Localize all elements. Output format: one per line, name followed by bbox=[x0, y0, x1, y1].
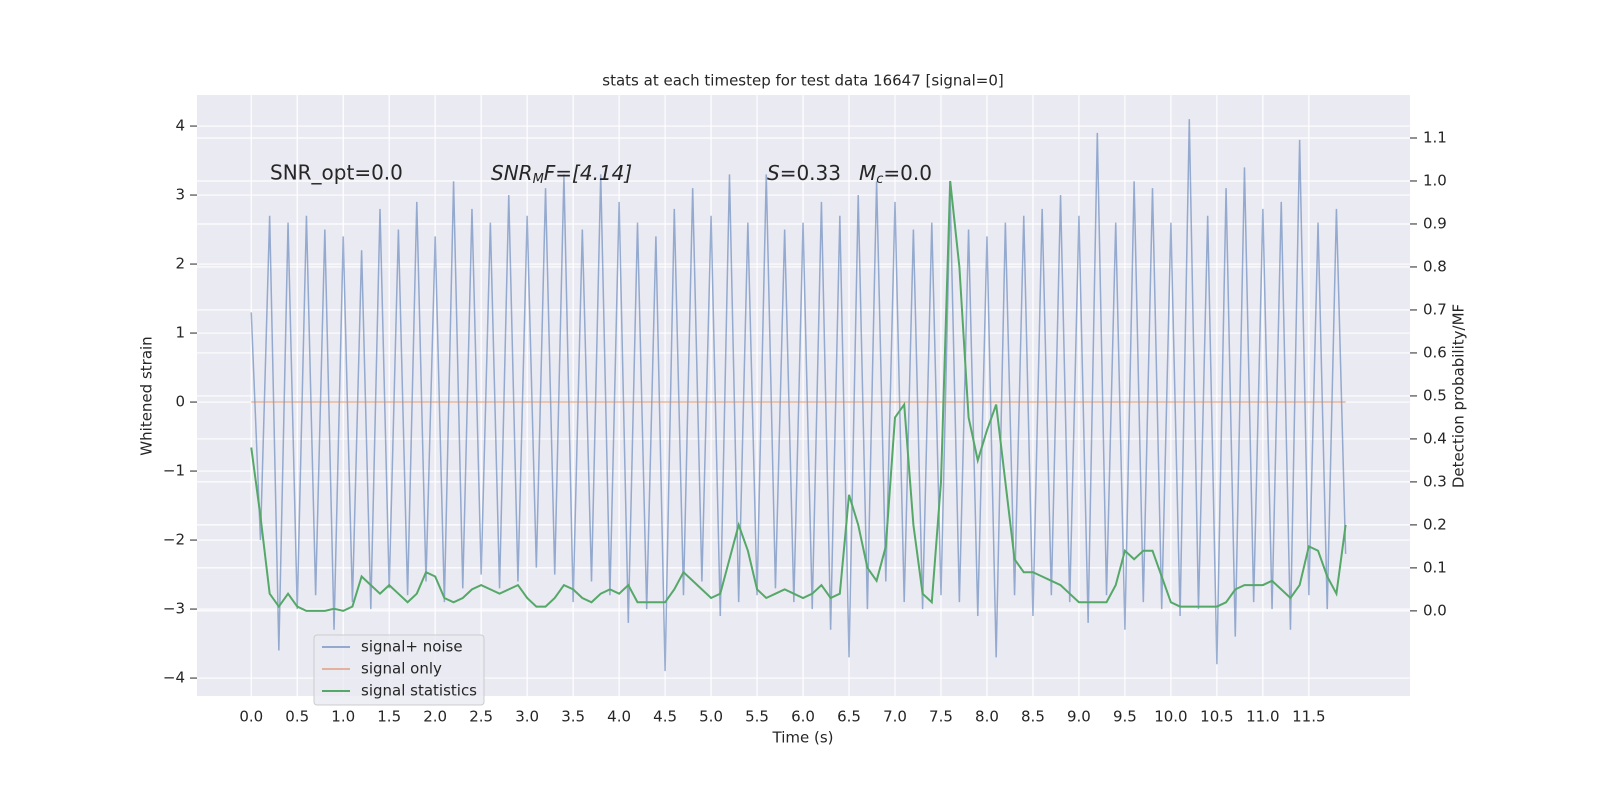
x-tick-label: 1.0 bbox=[331, 708, 355, 726]
x-tick-label: 8.5 bbox=[1021, 708, 1045, 726]
x-tick-label: 11.0 bbox=[1246, 708, 1279, 726]
y2-tick-label: 1.1 bbox=[1423, 128, 1447, 146]
y-tick-label: 0 bbox=[175, 393, 185, 411]
y2-tick-label: 0.7 bbox=[1423, 300, 1447, 318]
annotation: S=0.33 bbox=[767, 161, 841, 185]
x-tick-label: 0.0 bbox=[239, 708, 263, 726]
ticks: 0.0 0.5 1.0 1.5 2.0 2.5 3.0 3.5 4.0 4.5 5.0 5.5 6.0 6… bbox=[163, 117, 1447, 726]
y2-axis-label: Detection probability/MF bbox=[1450, 304, 1468, 488]
annotation-part: c bbox=[876, 172, 883, 187]
x-tick-label: 0.5 bbox=[285, 708, 309, 726]
x-tick-label: 2.5 bbox=[469, 708, 493, 726]
y2-tick-label: 0.9 bbox=[1423, 214, 1447, 232]
x-tick-label: 8.0 bbox=[975, 708, 999, 726]
x-tick-label: 7.0 bbox=[883, 708, 907, 726]
x-tick-label: 6.5 bbox=[837, 708, 861, 726]
marks bbox=[250, 119, 1347, 672]
annotation-part: SNR bbox=[491, 161, 533, 185]
x-tick-label: 3.0 bbox=[515, 708, 539, 726]
x-tick-label: 2.0 bbox=[423, 708, 447, 726]
x-tick-label: 4.5 bbox=[653, 708, 677, 726]
y2-tick-label: 0.8 bbox=[1423, 257, 1447, 275]
annotation-part: F=[4.14] bbox=[544, 161, 632, 185]
annotation-part: M bbox=[859, 161, 876, 185]
annotation: SNR_opt=0.0 bbox=[270, 161, 403, 185]
x-tick-label: 1.5 bbox=[377, 708, 401, 726]
y-tick-label: 2 bbox=[175, 255, 185, 273]
y2-tick-label: 0.1 bbox=[1423, 558, 1447, 576]
annotation: Mc=0.0 bbox=[859, 161, 932, 187]
legend-label: signal+ noise bbox=[361, 638, 463, 656]
y2-tick-label: 0.2 bbox=[1423, 515, 1447, 533]
y-tick-label: −1 bbox=[163, 462, 185, 480]
x-tick-label: 6.0 bbox=[791, 708, 815, 726]
y2-tick-label: 0.6 bbox=[1423, 343, 1447, 361]
y-tick-label: −3 bbox=[163, 600, 185, 618]
y-tick-label: −4 bbox=[163, 669, 185, 687]
x-axis-label: Time (s) bbox=[772, 729, 834, 747]
legend-label: signal statistics bbox=[361, 682, 477, 700]
x-tick-label: 10.5 bbox=[1200, 708, 1233, 726]
x-tick-label: 9.0 bbox=[1067, 708, 1091, 726]
y2-tick-label: 0.0 bbox=[1423, 601, 1447, 619]
series-line bbox=[250, 180, 1347, 612]
y-axis-label: Whitened strain bbox=[138, 336, 156, 455]
legend: signal+ noise signal only signal statistic… bbox=[313, 634, 485, 706]
annotation: SNRMF=[4.14] bbox=[491, 161, 632, 187]
y-tick-label: −2 bbox=[163, 531, 185, 549]
x-tick-label: 5.0 bbox=[699, 708, 723, 726]
annotation-part: S bbox=[767, 161, 780, 185]
y-tick-label: 1 bbox=[175, 324, 185, 342]
annotation-part: =0.33 bbox=[780, 161, 841, 185]
y2-tick-label: 1.0 bbox=[1423, 171, 1447, 189]
x-tick-label: 11.5 bbox=[1292, 708, 1325, 726]
x-tick-label: 9.5 bbox=[1113, 708, 1137, 726]
y2-tick-label: 0.5 bbox=[1423, 386, 1447, 404]
y-tick-label: 4 bbox=[175, 117, 185, 135]
y2-tick-label: 0.4 bbox=[1423, 429, 1447, 447]
x-tick-label: 7.5 bbox=[929, 708, 953, 726]
chart-title: stats at each timestep for test data 166… bbox=[602, 72, 1003, 90]
legend-box bbox=[313, 634, 485, 706]
x-tick-label: 10.0 bbox=[1154, 708, 1187, 726]
y2-tick-label: 0.3 bbox=[1423, 472, 1447, 490]
x-tick-label: 5.5 bbox=[745, 708, 769, 726]
legend-label: signal only bbox=[361, 660, 442, 678]
annotation-part: M bbox=[533, 172, 544, 187]
x-tick-label: 4.0 bbox=[607, 708, 631, 726]
annotation-part: =0.0 bbox=[883, 161, 932, 185]
y-tick-label: 3 bbox=[175, 186, 185, 204]
x-tick-label: 3.5 bbox=[561, 708, 585, 726]
series-line bbox=[250, 119, 1347, 672]
